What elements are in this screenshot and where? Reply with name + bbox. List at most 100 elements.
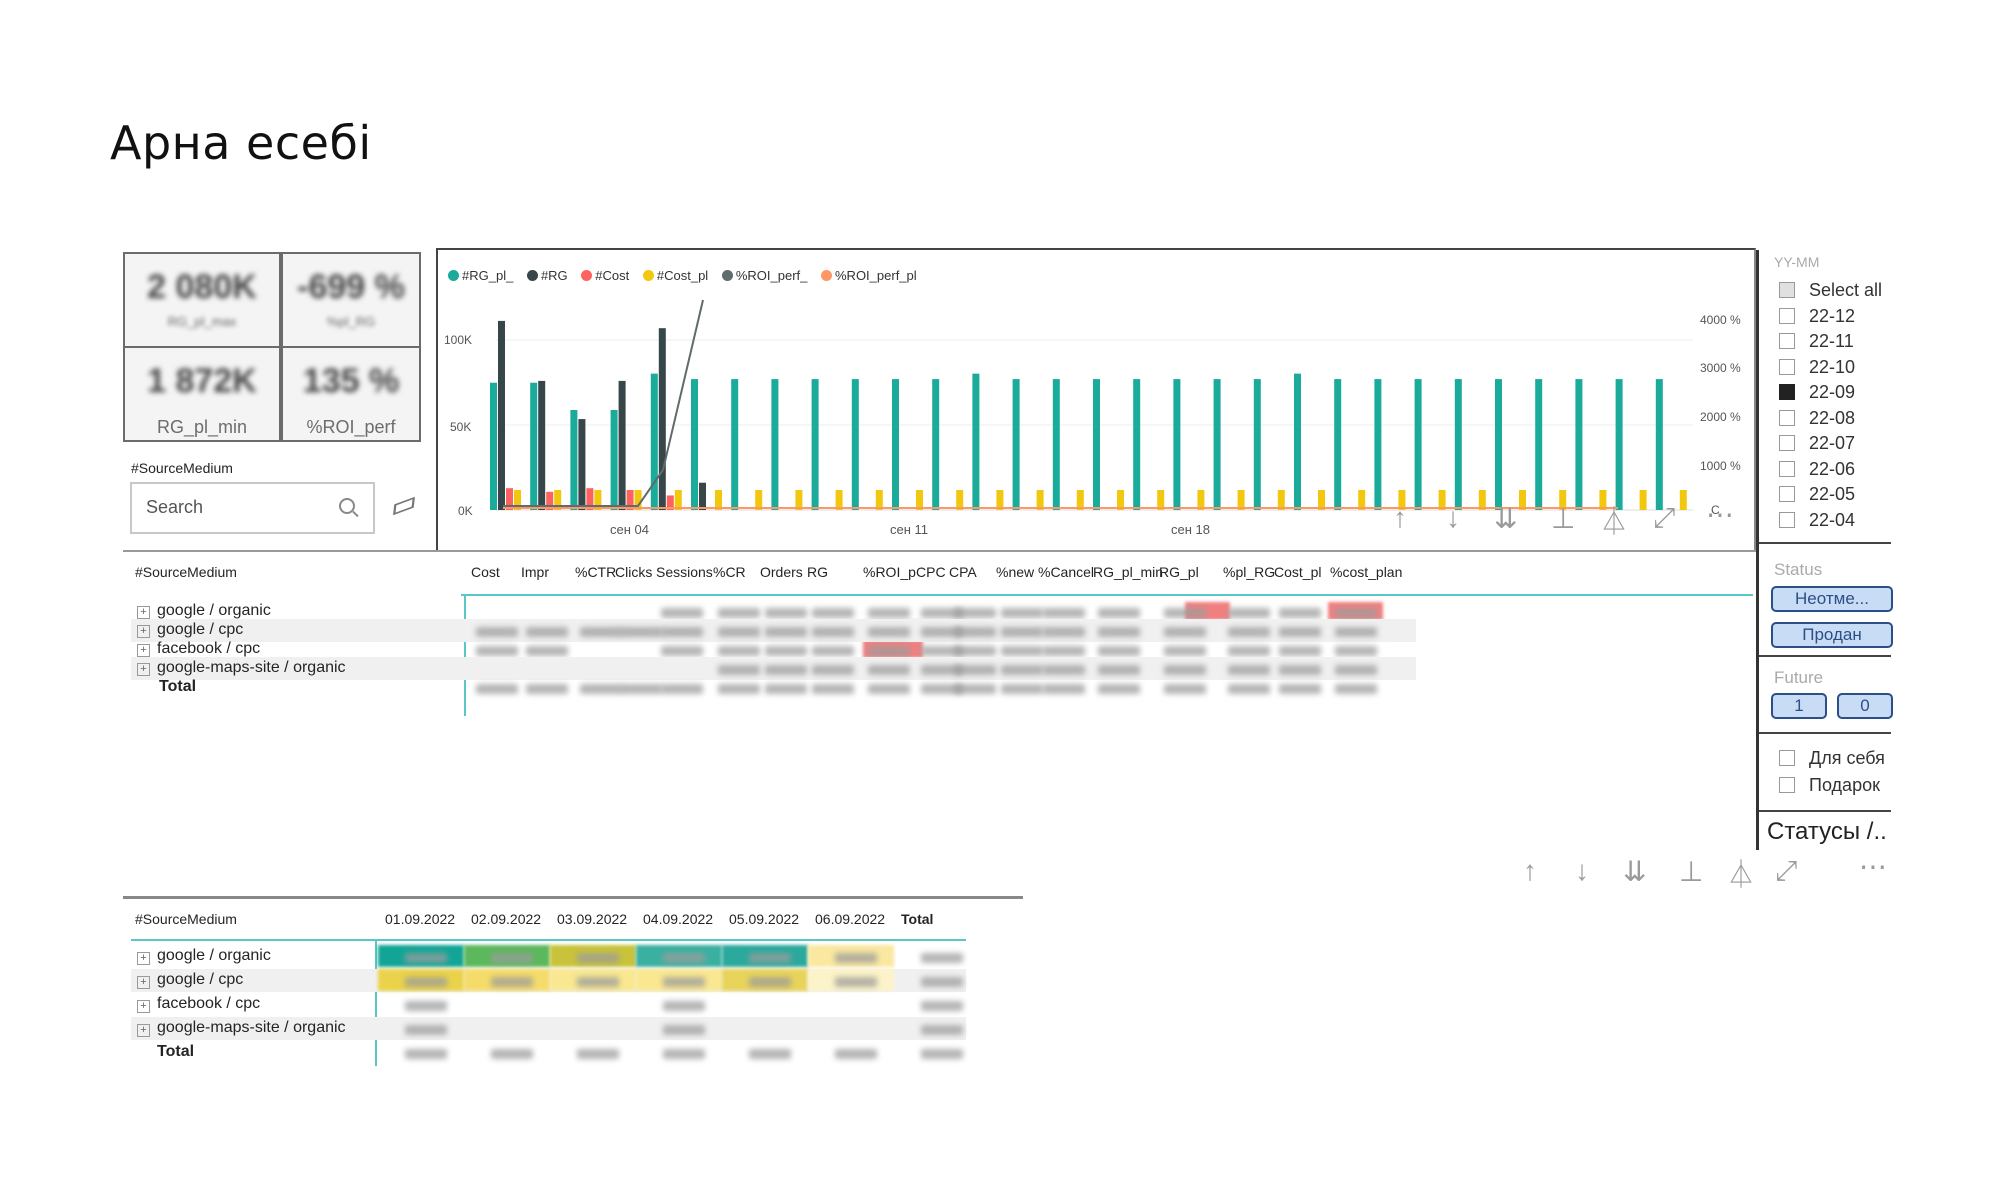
column-header[interactable]: Clicks xyxy=(615,564,653,580)
column-header[interactable]: CPA xyxy=(949,564,977,580)
column-header[interactable]: 03.09.2022 xyxy=(557,911,628,927)
kpi-card-pl-rg[interactable]: -699 % %pl_RG xyxy=(281,252,421,348)
eraser-icon[interactable] xyxy=(393,496,415,516)
legend-dot xyxy=(721,270,733,281)
expand-icon[interactable]: + xyxy=(137,663,150,676)
column-header[interactable]: %ROI_p xyxy=(863,564,916,580)
bar-cost-pl xyxy=(835,490,843,510)
legend-item[interactable]: #RG_pl_ xyxy=(448,268,513,283)
legend-item[interactable]: #Cost xyxy=(581,268,629,283)
column-header[interactable]: RG xyxy=(807,564,828,580)
table-cell xyxy=(954,608,996,618)
column-header[interactable]: %pl_RG xyxy=(1223,564,1276,580)
roi-perf-line xyxy=(503,299,704,507)
column-header[interactable]: 06.09.2022 xyxy=(815,911,886,927)
slicer-item[interactable]: 22-07 xyxy=(1779,433,1855,454)
column-header[interactable]: %CR xyxy=(713,564,746,580)
slicer-item[interactable]: 22-08 xyxy=(1779,408,1855,429)
column-header[interactable]: 01.09.2022 xyxy=(385,911,456,927)
legend-item[interactable]: %ROI_perf_ xyxy=(721,268,808,283)
kpi-card-rg-pl-max[interactable]: 2 080K RG_pl_max xyxy=(123,252,281,348)
chart-bars xyxy=(490,320,1687,510)
column-header[interactable]: Sessions xyxy=(656,564,713,580)
more-options-icon[interactable]: ⋯ xyxy=(1859,851,1887,882)
expand-icon[interactable]: + xyxy=(137,606,150,619)
column-header[interactable]: %cost_plan xyxy=(1330,564,1403,580)
slicer-item[interactable]: 22-09 xyxy=(1779,382,1855,403)
expand-all-icon[interactable]: ⇊ xyxy=(1494,503,1518,534)
checkbox[interactable] xyxy=(1779,333,1795,349)
slicer-item[interactable]: Select all xyxy=(1779,280,1882,301)
checkbox-for-self[interactable]: Для себя xyxy=(1779,748,1885,769)
checkbox[interactable] xyxy=(1779,486,1795,502)
column-header[interactable]: %Cancel xyxy=(1038,564,1095,580)
table-cell xyxy=(577,953,619,963)
expand-icon[interactable]: + xyxy=(137,1024,150,1037)
expand-icon[interactable]: + xyxy=(137,1000,150,1013)
checkbox[interactable] xyxy=(1779,409,1795,426)
slicer-item[interactable]: 22-05 xyxy=(1779,484,1855,505)
slicer-item[interactable]: 22-11 xyxy=(1779,331,1854,352)
column-header[interactable]: Cost xyxy=(471,564,500,580)
drill-up-icon[interactable]: ↑ xyxy=(1393,502,1407,533)
future-button-1[interactable]: 1 xyxy=(1771,693,1827,719)
focus-mode-icon[interactable]: ⤢ xyxy=(1653,502,1676,533)
checkbox[interactable] xyxy=(1779,307,1795,324)
column-header[interactable]: RG_pl xyxy=(1159,564,1199,580)
checkbox[interactable] xyxy=(1779,384,1795,400)
column-header[interactable]: Total xyxy=(901,911,934,927)
search-input[interactable]: Search xyxy=(130,482,375,534)
table-cell xyxy=(580,627,622,637)
table-row[interactable] xyxy=(131,1017,966,1040)
checkbox[interactable] xyxy=(1779,777,1795,793)
expand-icon[interactable]: + xyxy=(137,644,150,657)
legend-item[interactable]: %ROI_perf_pl xyxy=(821,268,917,283)
column-header[interactable]: Orders xyxy=(760,564,803,580)
column-header[interactable]: RG_pl_min xyxy=(1093,564,1164,580)
checkbox[interactable] xyxy=(1779,282,1795,298)
legend-item[interactable]: #Cost_pl xyxy=(642,268,708,283)
more-options-icon[interactable]: ⋯ xyxy=(1706,499,1734,530)
column-header[interactable]: %CTR xyxy=(575,564,617,580)
drill-up-icon[interactable]: ↑ xyxy=(1523,855,1537,886)
slicer-item[interactable]: 22-10 xyxy=(1779,357,1855,378)
filter-icon[interactable]: ⏃ xyxy=(1600,506,1629,537)
legend-label: %ROI_perf_ xyxy=(735,268,808,283)
status-button-unmarked[interactable]: Неотме... xyxy=(1771,586,1893,612)
expand-hierarchy-icon[interactable]: ⊥ xyxy=(1679,856,1704,887)
checkbox-gift[interactable]: Подарок xyxy=(1779,775,1880,796)
expand-icon[interactable]: + xyxy=(137,625,150,638)
filter-icon[interactable]: ⏃ xyxy=(1727,859,1756,890)
slicer-item[interactable]: 22-06 xyxy=(1779,459,1855,480)
column-header[interactable]: 05.09.2022 xyxy=(729,911,800,927)
focus-mode-icon[interactable]: ⤢ xyxy=(1775,855,1798,886)
column-header[interactable]: Impr xyxy=(521,564,549,580)
slicer-item[interactable]: 22-04 xyxy=(1779,510,1855,531)
checkbox[interactable] xyxy=(1779,750,1795,766)
column-header[interactable]: 04.09.2022 xyxy=(643,911,714,927)
slicer-item[interactable]: 22-12 xyxy=(1779,306,1855,327)
checkbox[interactable] xyxy=(1779,358,1795,375)
checkbox[interactable] xyxy=(1779,435,1795,451)
expand-hierarchy-icon[interactable]: ⊥ xyxy=(1551,503,1576,534)
checkbox[interactable] xyxy=(1779,511,1795,528)
expand-icon[interactable]: + xyxy=(137,976,150,989)
column-header[interactable]: Cost_pl xyxy=(1274,564,1322,580)
expand-icon[interactable]: + xyxy=(137,952,150,965)
expand-all-icon[interactable]: ⇊ xyxy=(1623,856,1647,887)
column-header[interactable]: 02.09.2022 xyxy=(471,911,542,927)
checkbox[interactable] xyxy=(1779,460,1795,477)
future-button-0[interactable]: 0 xyxy=(1837,693,1893,719)
drill-down-icon[interactable]: ↓ xyxy=(1446,502,1460,533)
drill-down-icon[interactable]: ↓ xyxy=(1575,855,1589,886)
column-header[interactable]: %new xyxy=(996,564,1035,580)
bar-rg-pl xyxy=(490,382,497,510)
kpi-card-roi-perf[interactable]: 135 % %ROI_perf xyxy=(281,346,421,442)
combo-chart[interactable]: #RG_pl_ #RG #Cost #Cost_pl %ROI_perf_ %R… xyxy=(436,248,1756,550)
legend-item[interactable]: #RG xyxy=(526,268,568,283)
table-cell xyxy=(1098,665,1140,675)
kpi-card-rg-pl-min[interactable]: 1 872K RG_pl_min xyxy=(123,346,281,442)
bar-rg-pl xyxy=(731,379,739,510)
column-header[interactable]: CPC xyxy=(916,564,946,580)
status-button-sold[interactable]: Продан xyxy=(1771,622,1893,648)
